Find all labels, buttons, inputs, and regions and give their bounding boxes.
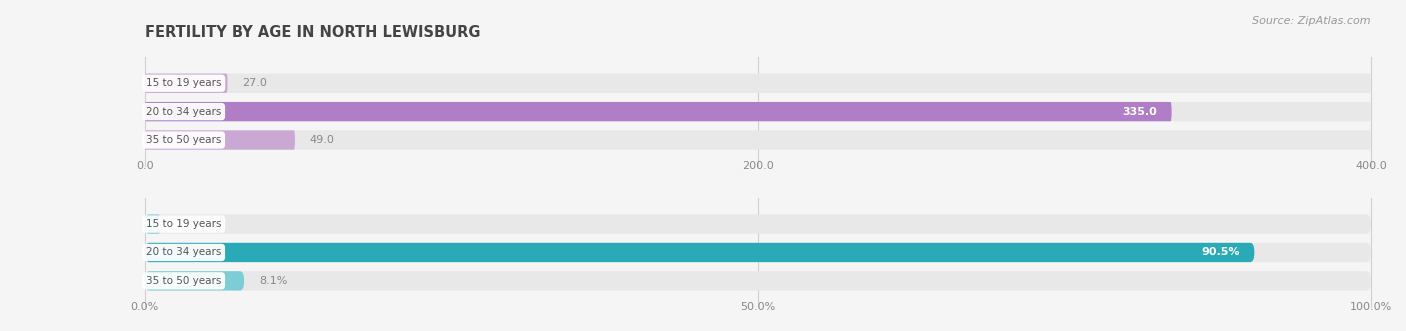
FancyBboxPatch shape xyxy=(145,130,1371,150)
Text: 15 to 19 years: 15 to 19 years xyxy=(146,219,222,229)
Text: 335.0: 335.0 xyxy=(1122,107,1157,117)
Text: 35 to 50 years: 35 to 50 years xyxy=(146,135,221,145)
FancyBboxPatch shape xyxy=(145,271,1371,291)
Text: 90.5%: 90.5% xyxy=(1201,248,1240,258)
FancyBboxPatch shape xyxy=(145,130,295,150)
FancyBboxPatch shape xyxy=(145,243,1254,262)
Text: 1.4%: 1.4% xyxy=(177,219,205,229)
Text: 20 to 34 years: 20 to 34 years xyxy=(146,107,221,117)
FancyBboxPatch shape xyxy=(145,214,1371,234)
Text: 49.0: 49.0 xyxy=(309,135,335,145)
Text: 27.0: 27.0 xyxy=(242,78,267,88)
FancyBboxPatch shape xyxy=(145,102,1371,121)
FancyBboxPatch shape xyxy=(145,102,1171,121)
FancyBboxPatch shape xyxy=(145,73,1371,93)
FancyBboxPatch shape xyxy=(145,271,245,291)
FancyBboxPatch shape xyxy=(145,243,1371,262)
Text: 20 to 34 years: 20 to 34 years xyxy=(146,248,221,258)
Text: 8.1%: 8.1% xyxy=(259,276,287,286)
Text: 35 to 50 years: 35 to 50 years xyxy=(146,276,221,286)
Text: 15 to 19 years: 15 to 19 years xyxy=(146,78,222,88)
Text: FERTILITY BY AGE IN NORTH LEWISBURG: FERTILITY BY AGE IN NORTH LEWISBURG xyxy=(145,25,481,40)
FancyBboxPatch shape xyxy=(145,73,228,93)
FancyBboxPatch shape xyxy=(145,214,162,234)
Text: Source: ZipAtlas.com: Source: ZipAtlas.com xyxy=(1253,17,1371,26)
